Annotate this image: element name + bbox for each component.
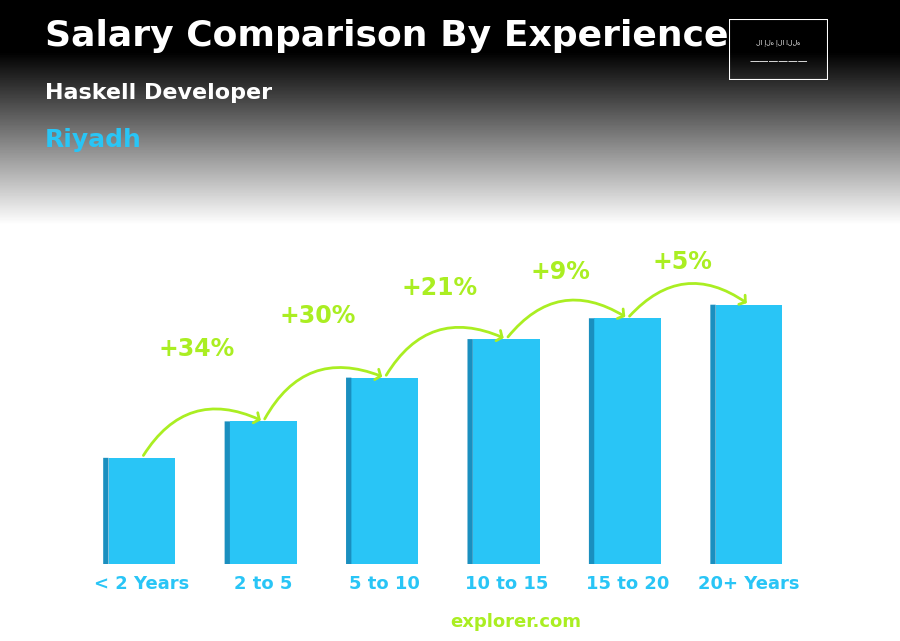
Polygon shape (710, 304, 716, 564)
Text: +5%: +5% (652, 250, 712, 274)
Polygon shape (346, 378, 351, 564)
Bar (472, 339, 540, 564)
Text: Haskell Developer: Haskell Developer (45, 83, 272, 103)
Bar (109, 458, 176, 564)
Text: +9%: +9% (531, 260, 590, 284)
Text: 23,600 SAR: 23,600 SAR (540, 296, 647, 314)
Polygon shape (467, 339, 472, 564)
Text: +34%: +34% (158, 337, 235, 362)
Text: 10,200 SAR: 10,200 SAR (54, 436, 162, 454)
Text: ——————: —————— (749, 56, 808, 65)
Text: 24,900 SAR: 24,900 SAR (662, 283, 769, 301)
Text: +21%: +21% (401, 276, 478, 299)
Text: Average Monthly Salary: Average Monthly Salary (871, 310, 884, 459)
Text: 13,700 SAR: 13,700 SAR (176, 399, 284, 417)
Text: لا إله إلا الله: لا إله إلا الله (756, 39, 801, 46)
Text: salary: salary (389, 613, 450, 631)
Text: explorer.com: explorer.com (450, 613, 581, 631)
Text: Salary Comparison By Experience: Salary Comparison By Experience (45, 19, 728, 53)
Polygon shape (225, 421, 230, 564)
Polygon shape (589, 318, 594, 564)
Text: Riyadh: Riyadh (45, 128, 142, 152)
Bar (594, 319, 661, 564)
Text: 21,600 SAR: 21,600 SAR (418, 317, 526, 335)
Bar (716, 304, 782, 564)
Text: 17,900 SAR: 17,900 SAR (297, 356, 404, 374)
Polygon shape (104, 458, 109, 564)
Bar (230, 421, 297, 564)
Bar (351, 378, 418, 564)
Text: +30%: +30% (280, 304, 356, 328)
